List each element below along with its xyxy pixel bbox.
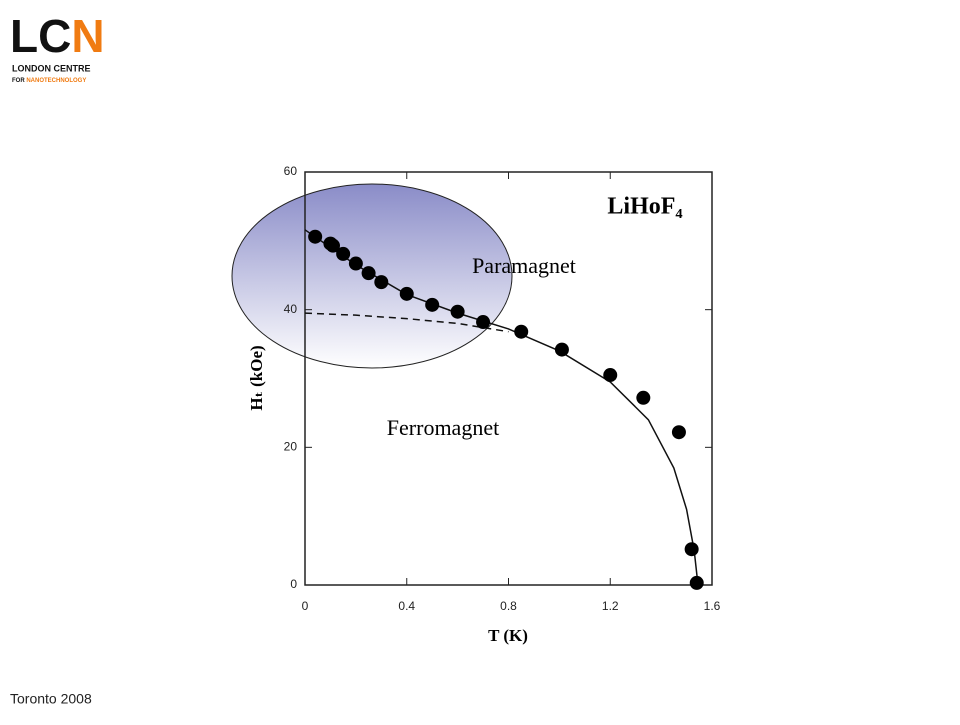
data-point	[554, 342, 569, 357]
footer: Toronto 2008	[10, 691, 92, 707]
logo-line: FOR NANOTECHNOLOGY	[12, 78, 86, 84]
annotation: Ferromagnet	[387, 415, 499, 440]
x-tick-label: 0	[302, 599, 309, 613]
data-point	[348, 256, 363, 271]
y-tick-label: 20	[284, 440, 298, 454]
annotation: Paramagnet	[472, 253, 576, 278]
x-tick-label: 1.2	[602, 599, 619, 613]
x-tick-label: 0.8	[500, 599, 517, 613]
fit-curve	[304, 312, 509, 333]
y-tick-label: 40	[284, 302, 298, 316]
fit-curve	[304, 229, 699, 586]
data-point	[636, 390, 651, 405]
x-axis-label: T (K)	[488, 626, 528, 645]
y-tick-label: 60	[284, 164, 298, 178]
logo: LCN LONDON CENTRE FOR NANOTECHNOLOGY	[10, 10, 105, 83]
data-point	[450, 304, 465, 319]
data-point	[361, 266, 376, 281]
data-point	[425, 297, 440, 312]
x-tick-label: 0.4	[398, 599, 415, 613]
data-point	[514, 324, 529, 339]
chart-title: LiHoF₄	[607, 194, 682, 220]
logo-mark: LCN	[10, 10, 105, 62]
data-point	[325, 238, 340, 253]
x-tick-label: 1.6	[704, 599, 721, 613]
data-point	[374, 275, 389, 290]
data-point	[671, 425, 686, 440]
data-point	[336, 246, 351, 261]
y-tick-label: 0	[290, 577, 297, 591]
y-axis-label: Hₜ (kOe)	[247, 345, 266, 410]
data-point	[399, 286, 414, 301]
data-point	[689, 575, 704, 590]
data-point	[603, 368, 618, 383]
data-point	[308, 229, 323, 244]
data-point	[684, 542, 699, 557]
logo-line: LONDON CENTRE	[12, 63, 91, 73]
data-point	[476, 315, 491, 330]
